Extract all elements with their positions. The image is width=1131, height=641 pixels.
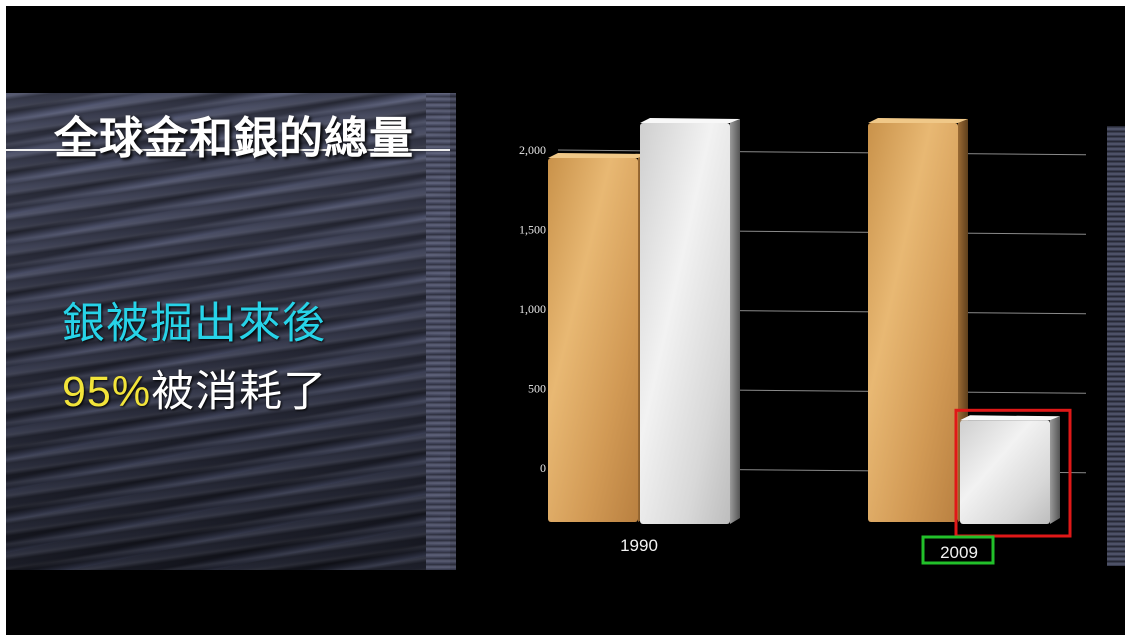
y-tick-label: 0 (540, 461, 546, 475)
y-tick-label: 2,000 (519, 143, 546, 157)
bar-front-face (960, 420, 1050, 524)
bar-chart: 0 500 1,000 1,500 2,000 1990 2009 (519, 117, 1087, 565)
caption-line-2: 95%被消耗了 (62, 357, 327, 419)
caption-line-2-text: 被消耗了 (151, 368, 328, 416)
chart-title: 全球金和銀的總量 (54, 113, 414, 164)
silver-bar-1990 (640, 117, 740, 524)
x-axis-labels: 1990 2009 (620, 536, 978, 562)
bar-front-face (548, 157, 638, 522)
bar-front-face (868, 122, 958, 522)
bar-side-face (1050, 416, 1060, 524)
y-tick-label: 1,000 (519, 302, 546, 316)
gold-bar-2009 (868, 117, 968, 522)
bar-top-face (640, 117, 740, 123)
title-underline (6, 149, 450, 151)
green-highlight-box (921, 535, 995, 565)
annotations (921, 408, 1072, 565)
y-tick-label: 1,500 (519, 223, 546, 237)
y-tick-label: 500 (528, 382, 546, 396)
silver-bar-2009 (960, 415, 1060, 524)
bar-front-face (640, 122, 730, 524)
caption-line-1: 銀被掘出來後 (62, 300, 326, 348)
video-frame: 全球金和銀的總量 銀被掘出來後 95%被消耗了 (6, 6, 1125, 635)
x-tick-label-2009: 2009 (940, 543, 978, 562)
bar-top-face (868, 117, 968, 123)
x-tick-label-1990: 1990 (620, 536, 658, 555)
wood-texture-edge (426, 93, 456, 570)
bar-top-face (548, 152, 648, 158)
red-highlight-box (954, 408, 1072, 538)
right-texture-strip (1107, 126, 1125, 566)
bars (548, 117, 1060, 524)
y-axis-ticks: 0 500 1,000 1,500 2,000 (519, 143, 546, 475)
bar-side-face (730, 118, 740, 524)
caption-percentage: 95% (62, 368, 152, 416)
bar-top-face (960, 415, 1060, 421)
wood-texture-panel (6, 93, 450, 570)
gold-bar-1990 (548, 152, 648, 522)
